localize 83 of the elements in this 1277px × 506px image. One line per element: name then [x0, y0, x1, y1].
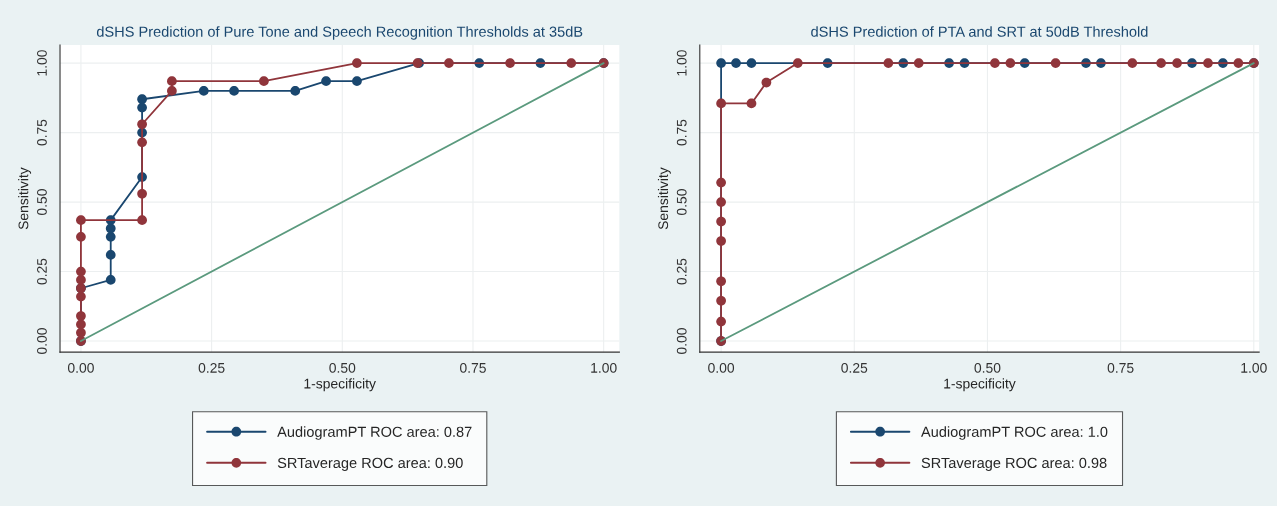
point	[505, 58, 515, 68]
point	[76, 319, 86, 330]
point	[137, 137, 147, 148]
x-tick-label: 0.75	[1107, 362, 1134, 373]
chart-title: dSHS Prediction of Pure Tone and Speech Recognition Thresholds at 35dB	[96, 26, 583, 40]
legend-label: SRTaverage ROC area: 0.98	[921, 457, 1107, 471]
x-axis-title: 1-specificity	[304, 378, 376, 392]
y-tick-label: 0.00	[676, 328, 687, 355]
point	[105, 275, 116, 285]
point	[746, 98, 757, 109]
point	[1156, 58, 1166, 68]
point	[1203, 58, 1213, 68]
point	[913, 58, 924, 68]
point	[76, 275, 86, 285]
x-tick-label: 0.75	[460, 362, 486, 373]
point	[716, 177, 726, 188]
x-tick-label: 0.50	[974, 362, 1001, 373]
point	[229, 86, 239, 96]
point	[259, 76, 269, 87]
point	[1233, 58, 1244, 68]
point	[198, 86, 209, 96]
y-tick-label: 0.00	[37, 328, 47, 355]
legend-label: SRTaverage ROC area: 0.90	[277, 457, 463, 471]
point	[105, 231, 116, 242]
point	[731, 58, 741, 68]
legend-label: AudiogramPT ROC area: 1.0	[921, 426, 1108, 440]
x-axis-title: 1-specificity	[944, 378, 1016, 392]
point	[716, 197, 726, 207]
point	[761, 77, 772, 88]
point	[716, 295, 726, 306]
x-tick-label: 0.50	[329, 362, 356, 373]
point	[137, 215, 147, 226]
point	[716, 236, 726, 246]
y-tick-label: 0.25	[37, 258, 47, 285]
x-tick-label: 1.00	[591, 362, 617, 373]
point	[352, 58, 362, 68]
point	[137, 102, 147, 113]
point	[990, 58, 1000, 68]
point	[290, 86, 301, 96]
y-tick-label: 0.25	[676, 258, 687, 285]
y-tick-label: 1.00	[676, 50, 687, 76]
y-tick-label: 0.50	[676, 189, 687, 216]
x-tick-label: 0.25	[198, 362, 225, 373]
point	[352, 76, 362, 87]
point	[167, 86, 177, 96]
point	[746, 58, 757, 68]
point	[716, 58, 726, 68]
point	[716, 316, 726, 327]
y-axis-title: Sensitivity	[18, 167, 32, 230]
point	[1005, 58, 1016, 68]
point	[1050, 58, 1061, 68]
point	[883, 58, 894, 68]
point	[716, 276, 726, 287]
point	[566, 58, 577, 68]
point	[76, 291, 86, 302]
point	[137, 188, 147, 199]
x-tick-label: 0.25	[841, 362, 868, 373]
y-axis-title: Sensitivity	[657, 167, 671, 230]
point	[716, 98, 726, 109]
point	[137, 119, 147, 130]
y-tick-label: 1.00	[37, 50, 47, 76]
chart-title: dSHS Prediction of PTA and SRT at 50dB Threshold	[811, 26, 1148, 37]
point	[792, 58, 803, 68]
point	[76, 327, 86, 338]
point	[137, 94, 147, 105]
x-tick-label: 0.00	[708, 362, 735, 373]
point	[76, 231, 86, 242]
x-tick-label: 1.00	[1241, 362, 1267, 373]
point	[321, 76, 331, 87]
point	[716, 216, 726, 227]
y-tick-label: 0.75	[37, 119, 47, 146]
point	[76, 215, 86, 226]
y-tick-label: 0.75	[676, 119, 687, 146]
point	[105, 250, 116, 260]
x-tick-label: 0.00	[67, 362, 94, 373]
point	[167, 76, 177, 87]
point	[76, 266, 86, 277]
legend-label: AudiogramPT ROC area: 0.87	[277, 426, 472, 440]
point	[1172, 58, 1182, 68]
point	[1127, 58, 1138, 68]
point	[76, 311, 86, 321]
point	[444, 58, 454, 68]
y-tick-label: 0.50	[37, 189, 47, 216]
